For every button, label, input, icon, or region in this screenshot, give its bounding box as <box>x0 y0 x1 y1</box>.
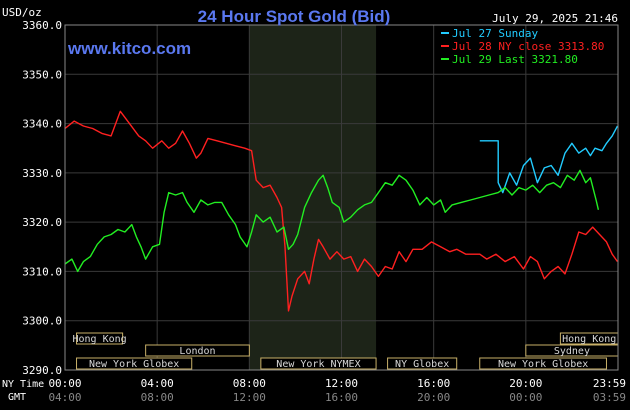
legend-label-jul27: Jul 27 Sunday <box>452 27 538 40</box>
x-tick-gmt: 16:00 <box>325 391 358 404</box>
y-tick-label: 3290.0 <box>22 364 62 377</box>
session-label: NY Globex <box>395 359 449 370</box>
x-tick-gmt: 00:00 <box>509 391 542 404</box>
plot-border <box>64 24 619 371</box>
session-box <box>76 332 124 345</box>
series-line <box>479 125 619 194</box>
x-tick-gmt: 20:00 <box>417 391 450 404</box>
series-line <box>64 110 619 312</box>
y-tick-label: 3320.0 <box>22 216 62 229</box>
y-tick-label: 3340.0 <box>22 118 62 131</box>
session-label: New York Globex <box>498 359 588 370</box>
session-box <box>387 357 458 370</box>
session-label: New York NYMEX <box>276 359 360 370</box>
x-tick-gmt: 03:59 <box>593 391 626 404</box>
y-axis-label: USD/oz <box>2 6 42 19</box>
x-tick-gmt: 08:00 <box>141 391 174 404</box>
x-tick-ny: 12:00 <box>325 377 358 390</box>
y-tick-label: 3300.0 <box>22 315 62 328</box>
session-label: London <box>179 346 215 357</box>
x-tick-ny: 04:00 <box>141 377 174 390</box>
y-axis-ticks: 3360.0 3350.0 3340.0 3330.0 3320.0 3310.0 3300… <box>22 19 62 377</box>
legend-label-jul29: Jul 29 Last 3321.80 <box>452 53 578 66</box>
chart-datetime: July 29, 2025 21:46 <box>492 12 618 25</box>
chart-title: 24 Hour Spot Gold (Bid) <box>198 7 391 26</box>
x-tick-ny: 08:00 <box>233 377 266 390</box>
legend-label-jul28: Jul 28 NY close 3313.80 <box>452 40 604 53</box>
source-watermark: www.kitco.com <box>67 39 191 58</box>
x-tick-ny: 20:00 <box>509 377 542 390</box>
session-label: Hong Kong <box>72 334 126 345</box>
y-tick-label: 3310.0 <box>22 265 62 278</box>
trading-hours-band <box>249 25 377 370</box>
legend: Jul 27 Sunday Jul 28 NY close 3313.80 Ju… <box>441 27 604 66</box>
session-box <box>76 357 193 370</box>
session-label: Hong Kong <box>562 334 616 345</box>
x-tick-gmt: 04:00 <box>48 391 81 404</box>
x-axis-ticks: 00:0004:0004:0008:0008:0012:0012:0016:00… <box>48 377 626 404</box>
series-line <box>64 169 600 273</box>
y-tick-label: 3350.0 <box>22 68 62 81</box>
y-tick-label: 3330.0 <box>22 167 62 180</box>
x-tick-ny: 16:00 <box>417 377 450 390</box>
session-label: New York Globex <box>89 359 179 370</box>
gmt-label: GMT <box>8 392 26 403</box>
x-tick-ny: 00:00 <box>48 377 81 390</box>
session-label: Sydney <box>554 346 590 357</box>
price-lines <box>64 110 619 312</box>
y-tick-label: 3360.0 <box>22 19 62 32</box>
session-box <box>145 344 250 357</box>
x-tick-ny: 23:59 <box>593 377 626 390</box>
session-box <box>260 357 377 370</box>
ny-time-label: NY Time <box>2 379 44 390</box>
session-box <box>479 357 607 370</box>
x-tick-gmt: 12:00 <box>233 391 266 404</box>
